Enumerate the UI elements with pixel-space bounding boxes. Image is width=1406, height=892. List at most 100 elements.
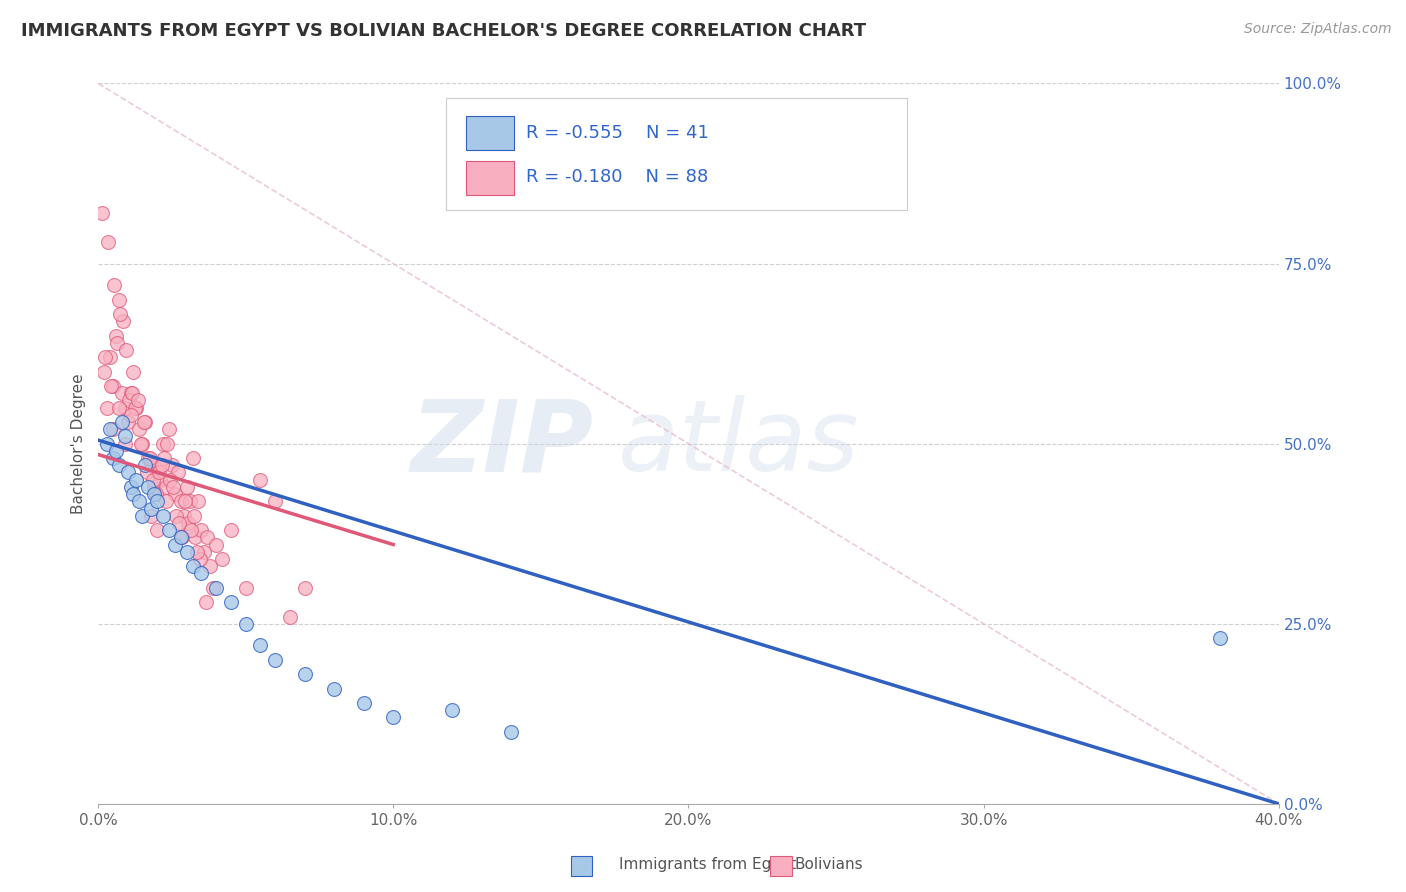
Point [115, 343, 138, 357]
Point [382, 710, 405, 724]
Point [278, 609, 301, 624]
Point [120, 408, 142, 422]
Point [96, 436, 118, 450]
Point [1209, 631, 1232, 645]
Point [103, 278, 125, 293]
Point [187, 494, 209, 508]
Point [108, 307, 131, 321]
Point [264, 494, 287, 508]
Text: atlas: atlas [617, 395, 859, 492]
Point [117, 466, 139, 480]
Point [148, 466, 170, 480]
Point [190, 523, 212, 537]
Point [128, 422, 150, 436]
Point [249, 639, 271, 653]
Point [100, 379, 122, 393]
Point [124, 401, 146, 415]
Point [138, 451, 160, 466]
Point [94, 350, 117, 364]
Text: Bolivians: Bolivians [794, 857, 863, 872]
Bar [467, 116, 513, 151]
Point [152, 508, 174, 523]
Point [107, 293, 129, 307]
Point [183, 508, 205, 523]
Point [174, 494, 197, 508]
Point [163, 537, 186, 551]
Point [264, 653, 287, 667]
Point [122, 365, 145, 379]
Point [219, 523, 242, 537]
Point [160, 458, 183, 473]
Point [188, 552, 211, 566]
Text: IMMIGRANTS FROM EGYPT VS BOLIVIAN BACHELOR'S DEGREE CORRELATION CHART: IMMIGRANTS FROM EGYPT VS BOLIVIAN BACHEL… [21, 22, 866, 40]
Point [127, 393, 149, 408]
Point [131, 436, 153, 450]
Point [111, 386, 134, 401]
Point [125, 401, 148, 415]
Point [149, 473, 172, 487]
Point [353, 696, 375, 710]
Point [98, 350, 121, 364]
Point [118, 393, 141, 408]
Point [170, 530, 193, 544]
Point [167, 516, 190, 530]
Point [146, 494, 169, 508]
Point [97, 235, 120, 249]
Text: Immigrants from Egypt: Immigrants from Egypt [619, 857, 796, 872]
Point [162, 480, 184, 494]
Point [145, 487, 167, 501]
Point [98, 422, 121, 436]
Point [205, 581, 228, 595]
Point [134, 458, 156, 473]
Point [114, 401, 136, 415]
FancyBboxPatch shape [447, 98, 907, 210]
Point [136, 480, 159, 494]
Y-axis label: Bachelor's Degree: Bachelor's Degree [72, 374, 86, 514]
Point [91, 206, 114, 220]
Point [117, 415, 139, 429]
Point [120, 386, 142, 401]
Point [134, 415, 156, 429]
Point [194, 595, 217, 609]
Point [111, 415, 134, 429]
Point [150, 458, 173, 473]
Point [249, 473, 271, 487]
Point [170, 494, 193, 508]
Point [107, 401, 129, 415]
Point [176, 480, 198, 494]
Point [180, 523, 202, 537]
Point [166, 466, 188, 480]
Point [195, 530, 218, 544]
Point [114, 436, 136, 450]
Point [135, 466, 157, 480]
Point [141, 508, 163, 523]
Point [136, 451, 159, 466]
Point [181, 451, 204, 466]
Point [143, 480, 166, 494]
Point [101, 451, 124, 466]
Point [143, 487, 166, 501]
Point [165, 508, 187, 523]
Point [202, 581, 225, 595]
Point [146, 523, 169, 537]
Point [172, 530, 194, 544]
Text: R = -0.555    N = 41: R = -0.555 N = 41 [526, 124, 709, 142]
Point [112, 314, 135, 328]
Point [101, 422, 124, 436]
Point [155, 494, 177, 508]
Point [142, 473, 165, 487]
Point [129, 436, 152, 450]
Point [176, 545, 198, 559]
Point [96, 401, 118, 415]
Point [156, 436, 179, 450]
Point [125, 473, 148, 487]
Point [294, 667, 316, 681]
Point [205, 537, 228, 551]
Point [193, 545, 215, 559]
Point [128, 494, 150, 508]
Point [146, 466, 169, 480]
Point [235, 581, 257, 595]
Point [219, 595, 242, 609]
Point [141, 501, 163, 516]
Point [157, 422, 180, 436]
